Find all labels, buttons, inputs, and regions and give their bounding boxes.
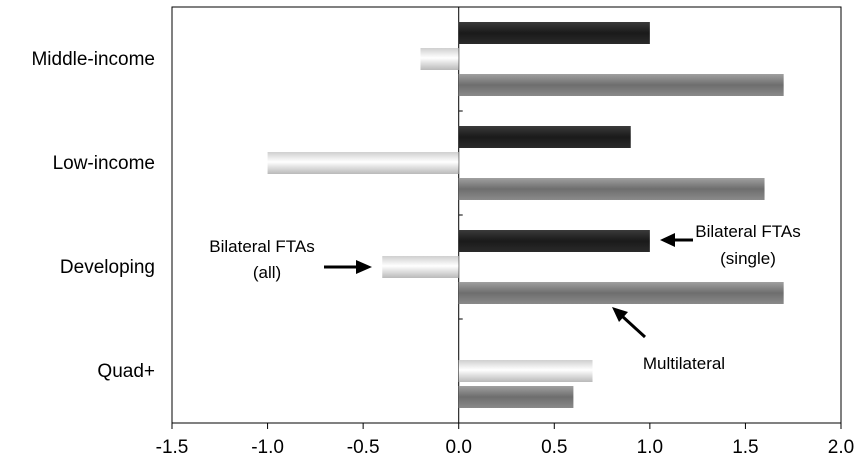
bar-developing-series-1 (382, 256, 459, 278)
category-label: Low-income (53, 153, 155, 174)
x-tick-label: -0.5 (347, 437, 380, 458)
bar-middle-income-series-2 (458, 74, 784, 96)
category-label: Quad+ (97, 361, 155, 382)
bar-middle-income-series-1 (420, 48, 459, 70)
annotation-bilateral-single-line1: Bilateral FTAs (695, 222, 801, 241)
x-tick-label: 2.0 (828, 437, 854, 458)
bars (267, 22, 784, 408)
annotation-bilateral-single-line2: (single) (720, 249, 776, 268)
plot-area (171, 6, 842, 424)
bar-low-income-series-1 (267, 152, 459, 174)
bar-quad--series-2 (458, 386, 574, 408)
arrow-to-all (324, 260, 372, 274)
x-tick-label: -1.0 (251, 437, 284, 458)
arrow-to-multilateral (612, 307, 647, 339)
annotation-bilateral-all-line1: Bilateral FTAs (209, 237, 315, 256)
category-label: Middle-income (31, 49, 155, 70)
bar-low-income-series-2 (458, 178, 765, 200)
category-ticks (458, 110, 463, 320)
x-tick-label: -1.5 (156, 437, 189, 458)
x-tick-label: 1.0 (637, 437, 663, 458)
bar-low-income-series-0 (458, 126, 631, 148)
x-tick-label: 0.5 (541, 437, 567, 458)
bar-developing-series-2 (458, 282, 784, 304)
category-labels: Middle-income Low-income Developing Quad+ (31, 49, 155, 382)
x-tick-label: 0.0 (446, 437, 472, 458)
bar-quad--series-1 (458, 360, 593, 382)
annotation-bilateral-all-line2: (all) (253, 263, 281, 282)
bar-developing-series-0 (458, 230, 650, 252)
category-label: Developing (60, 257, 155, 278)
arrow-to-single (660, 233, 693, 247)
annotation-multilateral: Multilateral (643, 354, 725, 373)
bar-middle-income-series-0 (458, 22, 650, 44)
x-tick-label: 1.5 (732, 437, 758, 458)
x-ticks: -1.5 -1.0 -0.5 0.0 0.5 1.0 1.5 2.0 (156, 423, 854, 458)
